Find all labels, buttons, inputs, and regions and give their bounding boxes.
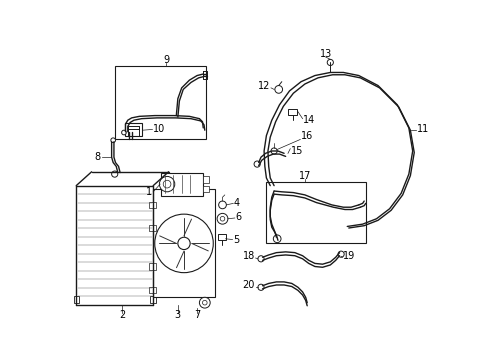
Bar bbox=[149, 264, 155, 270]
Text: 2: 2 bbox=[119, 310, 125, 320]
Bar bbox=[153, 189, 214, 297]
Text: 9: 9 bbox=[163, 55, 169, 65]
Bar bbox=[203, 176, 209, 183]
Circle shape bbox=[257, 284, 264, 291]
Circle shape bbox=[326, 59, 333, 66]
Circle shape bbox=[202, 300, 207, 305]
Circle shape bbox=[274, 86, 282, 93]
Circle shape bbox=[217, 213, 227, 224]
Bar bbox=[125, 123, 142, 136]
Circle shape bbox=[267, 184, 275, 192]
Text: 8: 8 bbox=[95, 152, 101, 162]
Text: 19: 19 bbox=[343, 252, 355, 261]
Circle shape bbox=[254, 161, 260, 167]
Text: 14: 14 bbox=[303, 115, 315, 125]
Bar bbox=[149, 202, 155, 208]
Text: 11: 11 bbox=[416, 125, 428, 134]
Circle shape bbox=[159, 176, 174, 192]
Circle shape bbox=[122, 130, 126, 135]
Bar bbox=[287, 109, 297, 115]
Circle shape bbox=[220, 216, 224, 221]
Text: 3: 3 bbox=[174, 310, 181, 320]
Circle shape bbox=[111, 138, 115, 143]
Text: 1: 1 bbox=[146, 187, 152, 197]
Circle shape bbox=[178, 237, 190, 249]
Text: 5: 5 bbox=[233, 235, 239, 244]
Bar bbox=[74, 296, 79, 303]
Bar bbox=[149, 287, 155, 293]
Text: 16: 16 bbox=[301, 131, 313, 141]
Circle shape bbox=[257, 256, 264, 262]
Bar bbox=[203, 186, 209, 192]
Text: 7: 7 bbox=[194, 310, 200, 320]
Bar bbox=[150, 296, 155, 303]
Circle shape bbox=[343, 224, 350, 232]
Text: 20: 20 bbox=[242, 280, 254, 290]
Circle shape bbox=[270, 148, 277, 154]
Circle shape bbox=[337, 251, 344, 257]
Text: 4: 4 bbox=[234, 198, 240, 208]
Circle shape bbox=[154, 214, 213, 273]
Circle shape bbox=[218, 201, 226, 209]
Text: 10: 10 bbox=[153, 125, 165, 134]
Circle shape bbox=[273, 235, 281, 243]
Text: 18: 18 bbox=[242, 251, 254, 261]
Bar bbox=[149, 225, 155, 231]
Bar bbox=[115, 66, 205, 139]
Circle shape bbox=[163, 180, 171, 188]
Bar bbox=[266, 182, 366, 243]
Circle shape bbox=[111, 171, 118, 177]
Circle shape bbox=[199, 297, 210, 308]
Text: 12: 12 bbox=[257, 81, 270, 91]
Text: 15: 15 bbox=[290, 146, 303, 156]
Bar bbox=[161, 172, 203, 195]
Bar bbox=[218, 234, 225, 240]
Text: 13: 13 bbox=[319, 49, 331, 59]
Text: 17: 17 bbox=[298, 171, 310, 181]
Text: 6: 6 bbox=[235, 212, 241, 222]
